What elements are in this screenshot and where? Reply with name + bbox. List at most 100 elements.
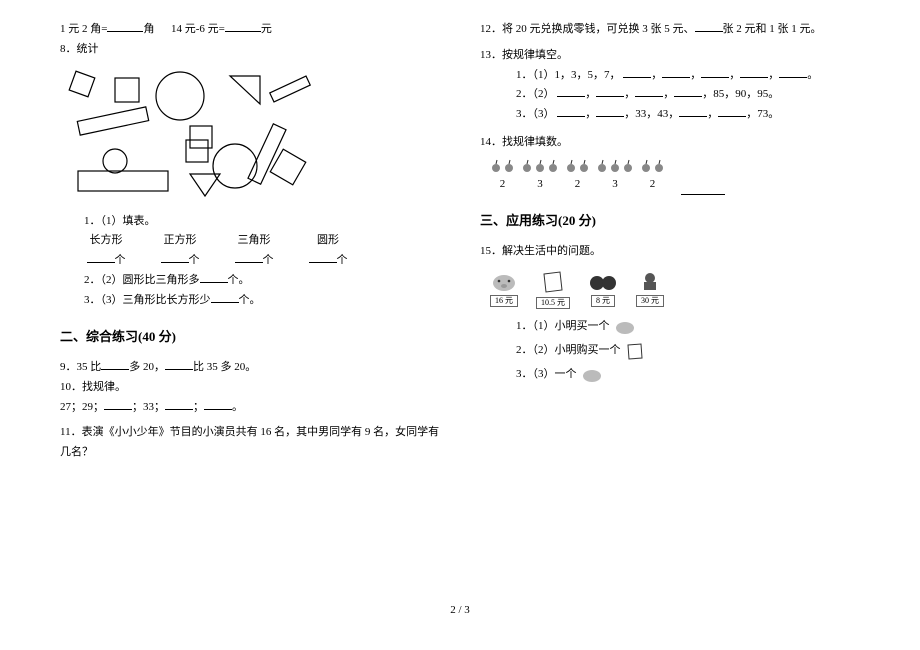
item-balls: 8 元 xyxy=(588,270,618,309)
blank xyxy=(679,105,707,117)
blank xyxy=(104,398,132,410)
shape-table-headers: 长方形 正方形 三角形 圆形 xyxy=(60,231,440,251)
text: ；33； xyxy=(132,401,165,413)
apple-icon xyxy=(490,159,502,173)
text: 1．（1）1，3，5，7， xyxy=(516,69,621,81)
price: 8 元 xyxy=(591,295,615,307)
blank xyxy=(165,358,193,370)
q15-1: 1．（1）小明买一个 xyxy=(480,317,860,337)
blank xyxy=(740,66,768,78)
pattern-num: 3 xyxy=(612,175,618,195)
blank xyxy=(695,20,723,32)
text: 2．（2）小明购买一个 xyxy=(516,341,621,361)
q13-2: 2．（2） ，，，，85，90，95。 xyxy=(480,85,860,105)
apple-icon xyxy=(534,159,546,173)
text: ，73。 xyxy=(746,108,779,120)
apple-icon xyxy=(503,159,515,173)
pig-icon xyxy=(614,318,636,336)
pig-icon xyxy=(490,270,518,292)
blank xyxy=(107,20,143,32)
pattern-num: 2 xyxy=(500,175,506,195)
q15-3: 3．（3）一个 xyxy=(480,365,860,385)
blank xyxy=(662,66,690,78)
pattern-num: 2 xyxy=(575,175,581,195)
blank xyxy=(596,85,624,97)
text: 角 xyxy=(143,23,154,35)
text: 元 xyxy=(261,23,272,35)
blank xyxy=(87,251,115,263)
blank xyxy=(623,66,651,78)
text: 2．（2）圆形比三角形多 xyxy=(84,274,200,286)
blank xyxy=(681,183,725,195)
items-figure: 16 元 10.5 元 8 元 30 元 xyxy=(480,270,860,309)
item-book: 10.5 元 xyxy=(536,270,570,309)
pattern-group: 2 xyxy=(565,159,590,195)
book-icon xyxy=(540,270,566,294)
unit: 个 xyxy=(337,254,348,266)
blank xyxy=(161,251,189,263)
q8-sub2: 2．（2）圆形比三角形多 个。 xyxy=(60,271,440,291)
text: 3．（3） xyxy=(516,108,555,120)
blank xyxy=(200,271,228,283)
q15-title: 15．解决生活中的问题。 xyxy=(480,242,860,262)
blank xyxy=(635,85,663,97)
header: 三角形 xyxy=(232,231,276,251)
text: 27；29； xyxy=(60,401,104,413)
apple-icon xyxy=(547,159,559,173)
text: ； xyxy=(193,401,204,413)
left-column: 1 元 2 角= 角 14 元-6 元= 元 8．统计 xyxy=(60,20,440,590)
text: ，85，90，95。 xyxy=(702,88,779,100)
blank xyxy=(309,251,337,263)
right-column: 12．将 20 元兑换成零钱，可兑换 3 张 5 元、张 2 元和 1 张 1 … xyxy=(480,20,860,590)
text: ，33，43， xyxy=(624,108,679,120)
page-footer: 2 / 3 xyxy=(0,600,920,616)
toy-icon xyxy=(636,270,664,292)
pattern-group: 3 xyxy=(521,159,559,195)
text: 个。 xyxy=(228,274,250,286)
q13-3: 3．（3） ，，33，43，，，73。 xyxy=(480,105,860,125)
apple-icon xyxy=(565,159,577,173)
text: 14 元-6 元= xyxy=(171,23,225,35)
blank xyxy=(779,66,807,78)
blank xyxy=(101,358,129,370)
q13-title: 13．按规律填空。 xyxy=(480,46,860,66)
blank xyxy=(701,66,729,78)
text: 。 xyxy=(232,401,243,413)
text: 3．（3）一个 xyxy=(516,365,577,385)
q8-sub1: 1．（1）填表。 xyxy=(60,212,440,232)
apple-icon xyxy=(609,159,621,173)
unit: 个 xyxy=(263,254,274,266)
unit: 个 xyxy=(189,254,200,266)
q8-title: 8．统计 xyxy=(60,40,440,60)
unit: 个 xyxy=(115,254,126,266)
header: 长方形 xyxy=(84,231,128,251)
q10-title: 10．找规律。 xyxy=(60,378,440,398)
pattern-num: 3 xyxy=(537,175,543,195)
item-pig: 16 元 xyxy=(490,270,518,309)
q10-seq: 27；29； ；33； ； 。 xyxy=(60,398,440,418)
text: 多 20， xyxy=(129,361,165,373)
blank xyxy=(674,85,702,97)
apple-icon xyxy=(578,159,590,173)
section-2-title: 二、综合练习(40 分) xyxy=(60,325,440,348)
q14-title: 14．找规律填数。 xyxy=(480,133,860,153)
text: 1．（1）小明买一个 xyxy=(516,317,610,337)
price: 10.5 元 xyxy=(536,297,570,309)
item-toy: 30 元 xyxy=(636,270,664,309)
pattern-group: 2 xyxy=(640,159,665,195)
apple-icon xyxy=(653,159,665,173)
header: 正方形 xyxy=(158,231,202,251)
blank xyxy=(235,251,263,263)
shape-table-values: 个 个 个 个 xyxy=(60,251,440,271)
text: 1 元 2 角= xyxy=(60,23,107,35)
text: 9．35 比 xyxy=(60,361,101,373)
price: 16 元 xyxy=(490,295,518,307)
shapes-figure xyxy=(60,66,320,206)
line-currency: 1 元 2 角= 角 14 元-6 元= 元 xyxy=(60,20,440,40)
blank xyxy=(557,105,585,117)
text: 3．（3）三角形比长方形少 xyxy=(84,294,211,306)
blank xyxy=(557,85,585,97)
blank xyxy=(718,105,746,117)
blank xyxy=(165,398,193,410)
q13-1: 1．（1）1，3，5，7， ，，，，。 xyxy=(480,66,860,86)
